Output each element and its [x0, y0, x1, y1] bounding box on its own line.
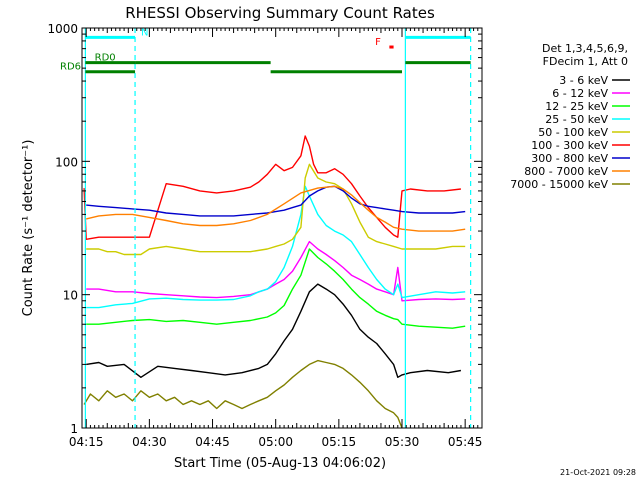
- x-tick-label-3: 05:00: [258, 435, 293, 449]
- y-tick-label-3: 1000: [47, 22, 78, 36]
- series-line-5: [83, 135, 461, 240]
- legend-label-5: 100 - 300 keV: [531, 139, 608, 152]
- y-tick-label-1: 10: [63, 289, 78, 303]
- series-line-0: [86, 283, 462, 378]
- x-tick-label-6: 05:45: [448, 435, 483, 449]
- x-tick-label-1: 04:30: [132, 435, 167, 449]
- x-tick-label-5: 05:30: [385, 435, 420, 449]
- y-tick-label-0: 1: [70, 422, 78, 436]
- y-axis-label: Count Rate (s⁻¹ detector⁻¹): [21, 140, 36, 317]
- legend-label-3: 25 - 50 keV: [545, 113, 608, 126]
- x-tick-label-4: 05:15: [322, 435, 357, 449]
- series-line-3: [86, 185, 466, 309]
- legend-label-1: 6 - 12 keV: [552, 87, 608, 100]
- series-line-6: [86, 185, 466, 217]
- state-bar-label-1: F: [375, 37, 381, 48]
- series-line-8: [83, 359, 403, 428]
- series-line-7: [86, 185, 466, 232]
- annotation-layer: N F RD0 RD6: [60, 27, 472, 428]
- legend-label-0: 3 - 6 keV: [559, 74, 608, 87]
- series-line-2: [86, 248, 466, 329]
- legend-label-8: 7000 - 15000 keV: [510, 178, 608, 191]
- x-tick-label-2: 04:45: [195, 435, 230, 449]
- legend-label-2: 12 - 25 keV: [545, 100, 608, 113]
- legend-label-7: 800 - 7000 keV: [524, 165, 608, 178]
- plot-area: [83, 135, 466, 428]
- y-tick-label-2: 100: [55, 155, 78, 169]
- legend-header-line-2: FDecim 1, Att 0: [543, 55, 628, 68]
- x-axis-label: Start Time (05-Aug-13 04:06:02): [174, 456, 386, 471]
- footer-timestamp: 21-Oct-2021 09:28: [560, 468, 636, 477]
- series-line-1: [86, 240, 466, 302]
- chart-title: RHESSI Observing Summary Count Rates: [125, 4, 435, 22]
- x-tick-label-0: 04:15: [69, 435, 104, 449]
- axes: 1 10 100 1000 04:15 04:30 04:45 05:00 05:15 05:30…: [47, 22, 483, 449]
- state-bar-label-2: RD0: [95, 53, 116, 64]
- legend-label-6: 300 - 800 keV: [531, 152, 608, 165]
- legend-label-4: 50 - 100 keV: [538, 126, 608, 139]
- legend-header-line-1: Det 1,3,4,5,6,9,: [542, 42, 628, 55]
- state-bar-label-0: N: [141, 27, 148, 38]
- series-line-4: [86, 163, 466, 256]
- plot-frame: [81, 27, 483, 429]
- legend: Det 1,3,4,5,6,9, FDecim 1, Att 0 3 - 6 k…: [510, 42, 630, 191]
- state-bar-label-3: RD6: [60, 62, 81, 73]
